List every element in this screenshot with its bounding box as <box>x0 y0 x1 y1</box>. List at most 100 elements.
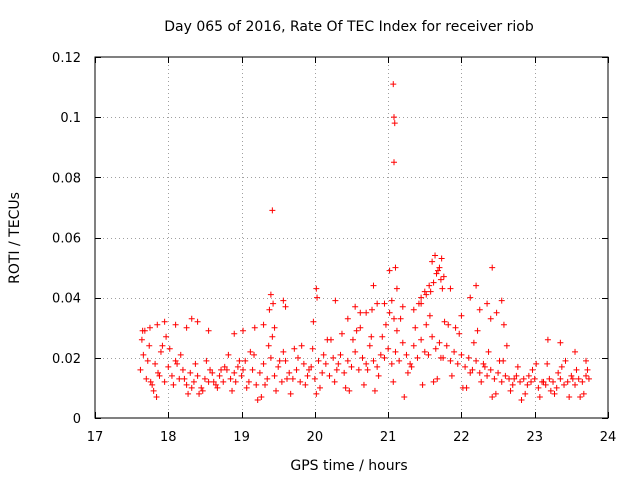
data-point <box>469 366 476 373</box>
data-point <box>429 258 436 265</box>
data-point <box>562 357 569 364</box>
data-point <box>439 285 446 292</box>
data-point <box>403 351 410 358</box>
data-point <box>447 357 454 364</box>
data-point <box>352 348 359 355</box>
data-point <box>397 315 404 322</box>
data-point <box>205 327 212 334</box>
data-point <box>332 297 339 304</box>
data-point <box>374 363 381 370</box>
data-point <box>234 363 241 370</box>
data-point <box>363 309 370 316</box>
data-point <box>338 330 345 337</box>
data-point <box>363 360 370 367</box>
data-point <box>315 357 322 364</box>
data-point <box>210 378 217 385</box>
data-point <box>557 375 564 382</box>
data-point <box>302 381 309 388</box>
data-point <box>399 339 406 346</box>
data-point <box>245 378 252 385</box>
data-point <box>337 351 344 358</box>
data-point <box>212 381 219 388</box>
data-point <box>452 324 459 331</box>
data-point <box>473 357 480 364</box>
data-point <box>346 387 353 394</box>
data-point <box>194 372 201 379</box>
data-point <box>260 321 267 328</box>
data-point <box>427 288 434 295</box>
data-point <box>467 369 474 376</box>
data-point <box>188 384 195 391</box>
x-tick-label: 23 <box>526 430 543 445</box>
data-point <box>529 366 536 373</box>
data-point <box>429 333 436 340</box>
data-point <box>205 378 212 385</box>
data-point <box>391 114 398 121</box>
data-point <box>304 372 311 379</box>
data-point <box>231 330 238 337</box>
y-tick-label: 0.04 <box>52 292 81 307</box>
data-point <box>480 360 487 367</box>
data-point <box>388 297 395 304</box>
data-point <box>223 366 230 373</box>
data-point <box>525 372 532 379</box>
data-point <box>177 351 184 358</box>
grid-lines <box>95 57 608 418</box>
x-tick-label: 22 <box>453 430 470 445</box>
data-point <box>316 384 323 391</box>
data-point <box>154 321 161 328</box>
data-point <box>392 348 399 355</box>
data-point <box>349 336 356 343</box>
data-point <box>152 360 159 367</box>
data-point <box>276 357 283 364</box>
data-point <box>448 372 455 379</box>
data-point <box>147 378 154 385</box>
data-point <box>408 363 415 370</box>
data-point <box>146 324 153 331</box>
data-point <box>366 342 373 349</box>
data-point <box>291 345 298 352</box>
x-tick-label: 20 <box>307 430 324 445</box>
data-point <box>433 270 440 277</box>
data-point <box>564 378 571 385</box>
data-point <box>251 351 258 358</box>
data-point <box>458 351 465 358</box>
data-point <box>139 327 146 334</box>
data-point <box>157 348 164 355</box>
data-point <box>583 357 590 364</box>
data-point <box>333 366 340 373</box>
data-point <box>199 387 206 394</box>
data-point <box>425 351 432 358</box>
data-point <box>370 357 377 364</box>
data-point <box>392 264 399 271</box>
data-point <box>546 375 553 382</box>
x-tick-label: 24 <box>600 430 617 445</box>
data-point <box>390 378 397 385</box>
data-point <box>300 360 307 367</box>
data-point <box>229 387 236 394</box>
data-point <box>412 324 419 331</box>
data-point <box>462 363 469 370</box>
data-point <box>305 366 312 373</box>
data-point <box>434 375 441 382</box>
data-point <box>547 387 554 394</box>
data-point <box>391 159 398 166</box>
data-point <box>322 360 329 367</box>
data-point <box>326 372 333 379</box>
data-point <box>432 252 439 259</box>
data-point <box>314 294 321 301</box>
data-point <box>185 390 192 397</box>
data-point <box>506 375 513 382</box>
data-point <box>410 342 417 349</box>
data-point <box>419 381 426 388</box>
data-point <box>555 369 562 376</box>
data-point <box>484 372 491 379</box>
x-tick-label: 21 <box>380 430 397 445</box>
y-tick-label: 0.08 <box>52 171 81 186</box>
data-point <box>557 339 564 346</box>
data-point <box>388 360 395 367</box>
data-point <box>280 297 287 304</box>
data-point <box>313 390 320 397</box>
data-point <box>528 378 535 385</box>
